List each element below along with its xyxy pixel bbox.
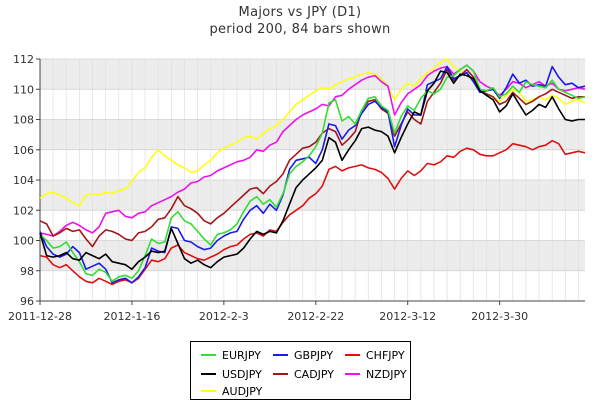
legend-swatch-cadjpy: [273, 373, 288, 375]
chart-subtitle: period 200, 84 bars shown: [209, 22, 391, 37]
legend-item-chfjpy: CHFJPY: [345, 349, 405, 362]
y-tick-label: 100: [13, 235, 34, 248]
plot-band: [40, 149, 585, 180]
x-tick-label: 2012-2-3: [199, 310, 249, 323]
plot-band: [40, 89, 585, 120]
legend-swatch-gbpjpy: [273, 354, 288, 356]
x-tick-label: 2012-3-12: [379, 310, 436, 323]
plot-band: [40, 240, 585, 271]
plot-band: [40, 270, 585, 301]
legend-swatch-nzdjpy: [345, 373, 360, 375]
legend-swatch-usdjpy: [201, 373, 216, 375]
x-tick-label: 2011-12-28: [8, 310, 72, 323]
chart-legend: EURJPY GBPJPY CHFJPY USDJPY CADJPY NZDJP…: [190, 341, 411, 400]
y-tick-label: 108: [13, 114, 34, 127]
plot-band: [40, 210, 585, 241]
series-line-usdjpy: [39, 70, 585, 271]
legend-label-nzdjpy: NZDJPY: [366, 368, 407, 381]
plot-band: [40, 59, 585, 90]
legend-swatch-eurjpy: [201, 354, 216, 356]
chart-title: Majors vs JPY (D1): [238, 5, 362, 20]
legend-item-cadjpy: CADJPY: [273, 368, 334, 381]
chart-plot: 96 98 100 102 104 106 108 110 112 2011-12-28 2012-…: [8, 53, 586, 323]
legend-label-chfjpy: CHFJPY: [366, 349, 405, 362]
legend-label-cadjpy: CADJPY: [294, 368, 335, 381]
legend-label-usdjpy: USDJPY: [222, 368, 262, 381]
y-tick-label: 112: [13, 53, 34, 66]
legend-item-gbpjpy: GBPJPY: [273, 349, 333, 362]
y-tick-label: 102: [13, 204, 34, 217]
y-tick-label: 104: [13, 174, 34, 187]
series-line-eurjpy: [39, 64, 586, 283]
legend-label-eurjpy: EURJPY: [222, 349, 261, 362]
y-tick-label: 98: [20, 265, 34, 278]
y-tick-label: 110: [13, 83, 34, 96]
x-tick-label: 2012-2-22: [287, 310, 344, 323]
series-line-gbpjpy: [39, 65, 586, 284]
legend-item-nzdjpy: NZDJPY: [345, 368, 407, 381]
legend-label-audjpy: AUDJPY: [222, 385, 263, 398]
y-tick-label: 106: [13, 144, 34, 157]
legend-item-eurjpy: EURJPY: [201, 349, 261, 362]
series-line-cadjpy: [39, 68, 585, 248]
y-tick-label: 96: [20, 295, 34, 308]
legend-swatch-chfjpy: [345, 354, 360, 356]
legend-swatch-audjpy: [201, 390, 216, 392]
x-tick-label: 2012-3-30: [471, 310, 528, 323]
x-tick-label: 2012-1-16: [103, 310, 160, 323]
legend-item-usdjpy: USDJPY: [201, 368, 262, 381]
legend-label-gbpjpy: GBPJPY: [294, 349, 334, 362]
legend-item-audjpy: AUDJPY: [201, 385, 262, 398]
